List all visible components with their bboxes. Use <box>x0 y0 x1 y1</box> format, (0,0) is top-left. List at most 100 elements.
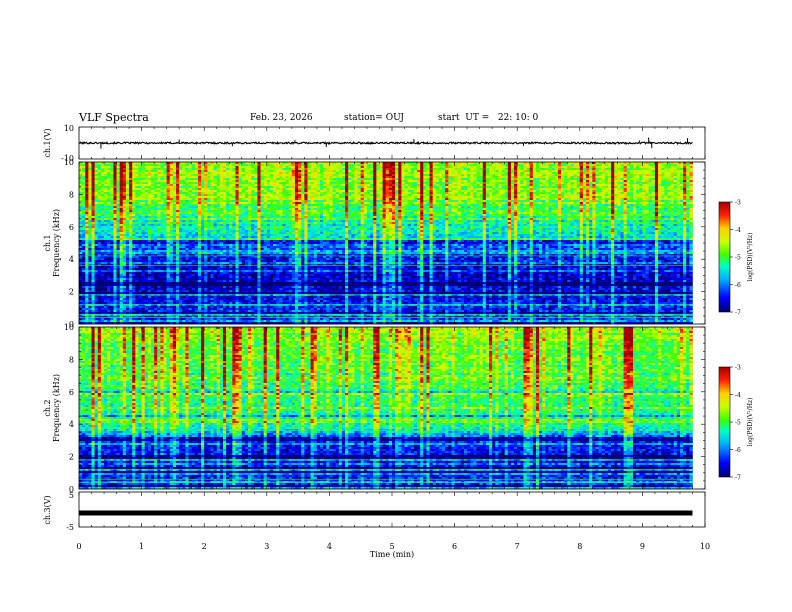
spectrogram-cell <box>172 190 177 193</box>
spectrogram-cell <box>110 220 114 223</box>
spectrogram-cell <box>182 190 186 193</box>
spectrogram-cell <box>144 180 149 183</box>
spectrogram-cell <box>197 316 202 319</box>
spectrogram-cell <box>194 316 199 319</box>
spectrogram-cell <box>135 308 139 311</box>
spectrogram-cell <box>107 296 111 299</box>
spectrogram-cell <box>172 174 177 177</box>
spectrogram-cell <box>116 234 120 237</box>
spectrogram-cell <box>144 236 149 239</box>
spectrogram-cell <box>207 238 211 241</box>
spectrogram-cell <box>182 188 186 191</box>
spectrogram-cell <box>179 256 183 259</box>
spectrogram-cell <box>91 232 95 235</box>
spectrogram-cell <box>169 242 174 245</box>
spectrogram-cell <box>160 258 164 261</box>
spectrogram-cell <box>241 268 246 271</box>
spectrogram-cell <box>204 232 208 235</box>
spectrogram-cell <box>260 300 264 303</box>
spectrogram-cell <box>241 264 246 267</box>
spectrogram-cell <box>85 162 89 165</box>
spectrogram-cell <box>150 232 155 235</box>
spectrogram-cell <box>194 298 199 301</box>
spectrogram-cell <box>88 266 92 269</box>
spectrogram-cell <box>238 230 243 233</box>
spectrogram-cell <box>251 196 255 199</box>
spectrogram-cell <box>232 322 236 325</box>
spectrogram-cell <box>172 226 177 229</box>
spectrogram-cell <box>100 304 105 307</box>
spectrogram-cell <box>182 296 186 299</box>
spectrogram-cell <box>176 180 180 183</box>
spectrogram-cell <box>132 164 136 167</box>
spectrogram-cell <box>122 178 127 181</box>
spectrogram-cell <box>219 180 224 183</box>
spectrogram-cell <box>241 174 246 177</box>
spectrogram-cell <box>132 280 136 283</box>
spectrogram-cell <box>125 168 130 171</box>
spectrogram-cell <box>138 206 142 209</box>
spectrogram-cell <box>191 314 196 317</box>
spectrogram-cell <box>147 296 152 299</box>
spectrogram-cell <box>251 166 255 169</box>
spectrogram-cell <box>113 316 117 319</box>
spectrogram-cell <box>191 220 196 223</box>
spectrogram-cell <box>94 292 99 295</box>
spectrogram-cell <box>229 296 233 299</box>
spectrogram-cell <box>248 286 252 289</box>
spectrogram-cell <box>97 322 102 325</box>
spectrogram-cell <box>169 182 174 185</box>
spectrogram-cell <box>144 300 149 303</box>
spectrogram-cell <box>185 258 189 261</box>
spectrogram-cell <box>94 178 99 181</box>
spectrogram-cell <box>97 206 102 209</box>
spectrogram-cell <box>100 192 105 195</box>
spectrogram-cell <box>222 292 227 295</box>
spectrogram-cell <box>85 252 89 255</box>
spectrogram-cell <box>144 310 149 313</box>
spectrogram-cell <box>129 192 133 195</box>
spectrogram-cell <box>141 200 146 203</box>
spectrogram-cell <box>176 292 180 295</box>
spectrogram-cell <box>141 314 146 317</box>
spectrogram-cell <box>213 246 218 249</box>
spectrogram-cell <box>100 258 105 261</box>
spectrogram-cell <box>138 196 142 199</box>
spectrogram-cell <box>154 242 158 245</box>
spectrogram-cell <box>116 170 120 173</box>
spectrogram-cell <box>104 318 108 321</box>
spectrogram-cell <box>244 228 249 231</box>
spectrogram-cell <box>97 224 102 227</box>
spectrogram-cell <box>207 230 211 233</box>
spectrogram-cell <box>85 234 89 237</box>
spectrogram-cell <box>85 312 89 315</box>
spectrogram-cell <box>91 242 95 245</box>
spectrogram-cell <box>241 240 246 243</box>
spectrogram-cell <box>216 292 221 295</box>
spectrogram-cell <box>169 280 174 283</box>
spectrogram-cell <box>107 218 111 221</box>
spectrogram-cell <box>138 234 142 237</box>
spectrogram-cell <box>116 300 120 303</box>
spectrogram-cell <box>201 204 205 207</box>
spectrogram-cell <box>85 322 89 325</box>
spectrogram-cell <box>263 298 268 301</box>
spectrogram-cell <box>160 248 164 251</box>
spectrogram-cell <box>157 288 161 291</box>
spectrogram-cell <box>97 304 102 307</box>
spectrogram-cell <box>138 262 142 265</box>
spectrogram-cell <box>166 242 171 245</box>
spectrogram-cell <box>185 186 189 189</box>
spectrogram-cell <box>257 228 261 231</box>
spectrogram-cell <box>163 200 167 203</box>
spectrogram-cell <box>132 222 136 225</box>
spectrogram-cell <box>176 276 180 279</box>
spectrogram-cell <box>248 252 252 255</box>
spectrogram-cell <box>129 246 133 249</box>
spectrogram-cell <box>163 304 167 307</box>
spectrogram-cell <box>226 284 230 287</box>
spectrogram-cell <box>141 264 146 267</box>
spectrogram-cell <box>257 276 261 279</box>
spectrogram-cell <box>107 236 111 239</box>
spectrogram-cell <box>219 164 224 167</box>
